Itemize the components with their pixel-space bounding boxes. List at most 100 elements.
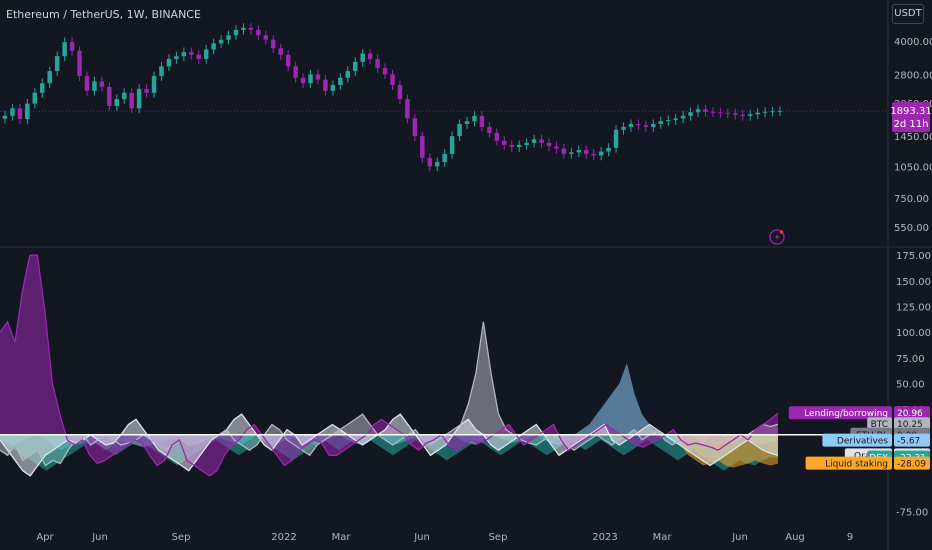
indicator-tick-label: 175.00 bbox=[896, 251, 931, 262]
candle bbox=[621, 126, 626, 130]
candle bbox=[576, 150, 582, 153]
candle bbox=[651, 124, 656, 127]
currency-button[interactable]: USDT bbox=[892, 4, 924, 24]
candle bbox=[442, 153, 447, 163]
indicator-tick-label: -75.00 bbox=[896, 508, 928, 519]
time-tick-label: Sep bbox=[172, 532, 191, 543]
legend-value-btc: 10.25 bbox=[897, 420, 923, 430]
candle bbox=[643, 125, 649, 127]
candle bbox=[32, 92, 38, 104]
candle bbox=[524, 142, 529, 145]
candle bbox=[114, 99, 120, 106]
candle bbox=[494, 132, 500, 141]
candle bbox=[47, 71, 52, 84]
candle bbox=[457, 124, 462, 137]
legend-value-badge-lending-borrowing bbox=[894, 406, 930, 420]
candle bbox=[531, 139, 537, 143]
candle bbox=[211, 43, 216, 50]
candle bbox=[412, 118, 418, 137]
legend-value-badge-liquid-staking bbox=[894, 456, 930, 470]
candle bbox=[77, 50, 82, 77]
candle bbox=[539, 139, 544, 143]
candle bbox=[427, 157, 432, 167]
candle bbox=[516, 144, 522, 148]
candle bbox=[69, 42, 75, 51]
candle bbox=[151, 76, 157, 93]
legend-value-badge-derivatives bbox=[894, 433, 930, 447]
candle bbox=[129, 92, 134, 109]
candle bbox=[554, 146, 559, 149]
price-tick-label: 2800.00 bbox=[894, 70, 932, 81]
candle bbox=[92, 81, 97, 91]
candle bbox=[300, 77, 306, 84]
candle bbox=[382, 67, 388, 75]
time-tick-label: Mar bbox=[653, 532, 673, 543]
candle bbox=[613, 129, 619, 148]
candle bbox=[405, 99, 410, 119]
chart-title: Ethereum / TetherUS, 1W, BINANCE bbox=[6, 8, 201, 21]
candle bbox=[233, 29, 239, 36]
candle bbox=[464, 121, 470, 125]
candle bbox=[658, 121, 664, 125]
time-tick-label: Mar bbox=[332, 532, 352, 543]
alert-icon[interactable] bbox=[769, 229, 785, 245]
price-tick-label: 750.00 bbox=[894, 194, 929, 205]
candle bbox=[479, 115, 485, 127]
indicator-tick-label: 125.00 bbox=[896, 302, 931, 313]
candle bbox=[673, 118, 678, 121]
candle bbox=[174, 56, 179, 59]
time-tick-label: Jun bbox=[413, 532, 430, 543]
candle bbox=[136, 88, 142, 109]
candle bbox=[159, 66, 164, 77]
candle bbox=[569, 152, 574, 154]
series-line-btc bbox=[0, 321, 779, 467]
candle bbox=[10, 108, 15, 116]
candle bbox=[189, 52, 194, 55]
candle bbox=[40, 83, 45, 93]
candle bbox=[546, 142, 552, 147]
candle bbox=[755, 112, 760, 115]
candle bbox=[636, 124, 641, 126]
price-tick-label: 1050.00 bbox=[894, 162, 932, 173]
candle bbox=[226, 35, 231, 40]
candle bbox=[375, 58, 380, 68]
legend-name-lending-borrowing: Lending/borrowing bbox=[804, 409, 888, 419]
price-scale[interactable]: 4000.002800.002060.001450.001050.00750.0… bbox=[890, 37, 932, 234]
candle bbox=[420, 136, 425, 158]
candle bbox=[308, 74, 313, 84]
legend-name-btc: BTC bbox=[871, 420, 888, 430]
candle bbox=[390, 74, 395, 86]
time-tick-label: 9 bbox=[847, 532, 853, 543]
candle bbox=[278, 48, 283, 55]
legend-badge-liquid-staking bbox=[805, 456, 892, 470]
time-tick-label: Jun bbox=[91, 532, 108, 543]
price-tick-label: 550.00 bbox=[894, 223, 929, 234]
candle bbox=[628, 124, 634, 127]
candle bbox=[397, 85, 403, 100]
indicator-pane bbox=[0, 254, 888, 477]
legend-badge-derivatives bbox=[822, 433, 892, 447]
indicator-scale[interactable]: 175.00150.00125.00100.0075.0050.0025.000… bbox=[788, 251, 931, 519]
candle bbox=[17, 108, 23, 120]
legend-value-liquid-staking: -28.09 bbox=[897, 460, 926, 470]
candle bbox=[449, 136, 455, 154]
candle bbox=[762, 111, 768, 113]
candle bbox=[740, 114, 745, 116]
time-axis[interactable]: Apr Jun Sep 2022 Mar Jun Sep 2023 Mar Jun Aug 9 bbox=[36, 532, 853, 543]
candle bbox=[2, 115, 8, 119]
price-badge bbox=[892, 102, 930, 133]
indicator-tick-label: 75.00 bbox=[896, 354, 925, 365]
candle bbox=[606, 147, 611, 152]
candle bbox=[241, 27, 246, 30]
candle bbox=[121, 92, 127, 100]
series-area-oracles bbox=[0, 414, 778, 476]
candle bbox=[54, 56, 60, 72]
candle bbox=[353, 61, 358, 72]
time-tick-label: Aug bbox=[785, 532, 805, 543]
candle bbox=[591, 153, 596, 156]
candle bbox=[718, 112, 723, 114]
candle bbox=[598, 151, 604, 156]
candle bbox=[263, 35, 269, 40]
candle bbox=[710, 111, 716, 113]
